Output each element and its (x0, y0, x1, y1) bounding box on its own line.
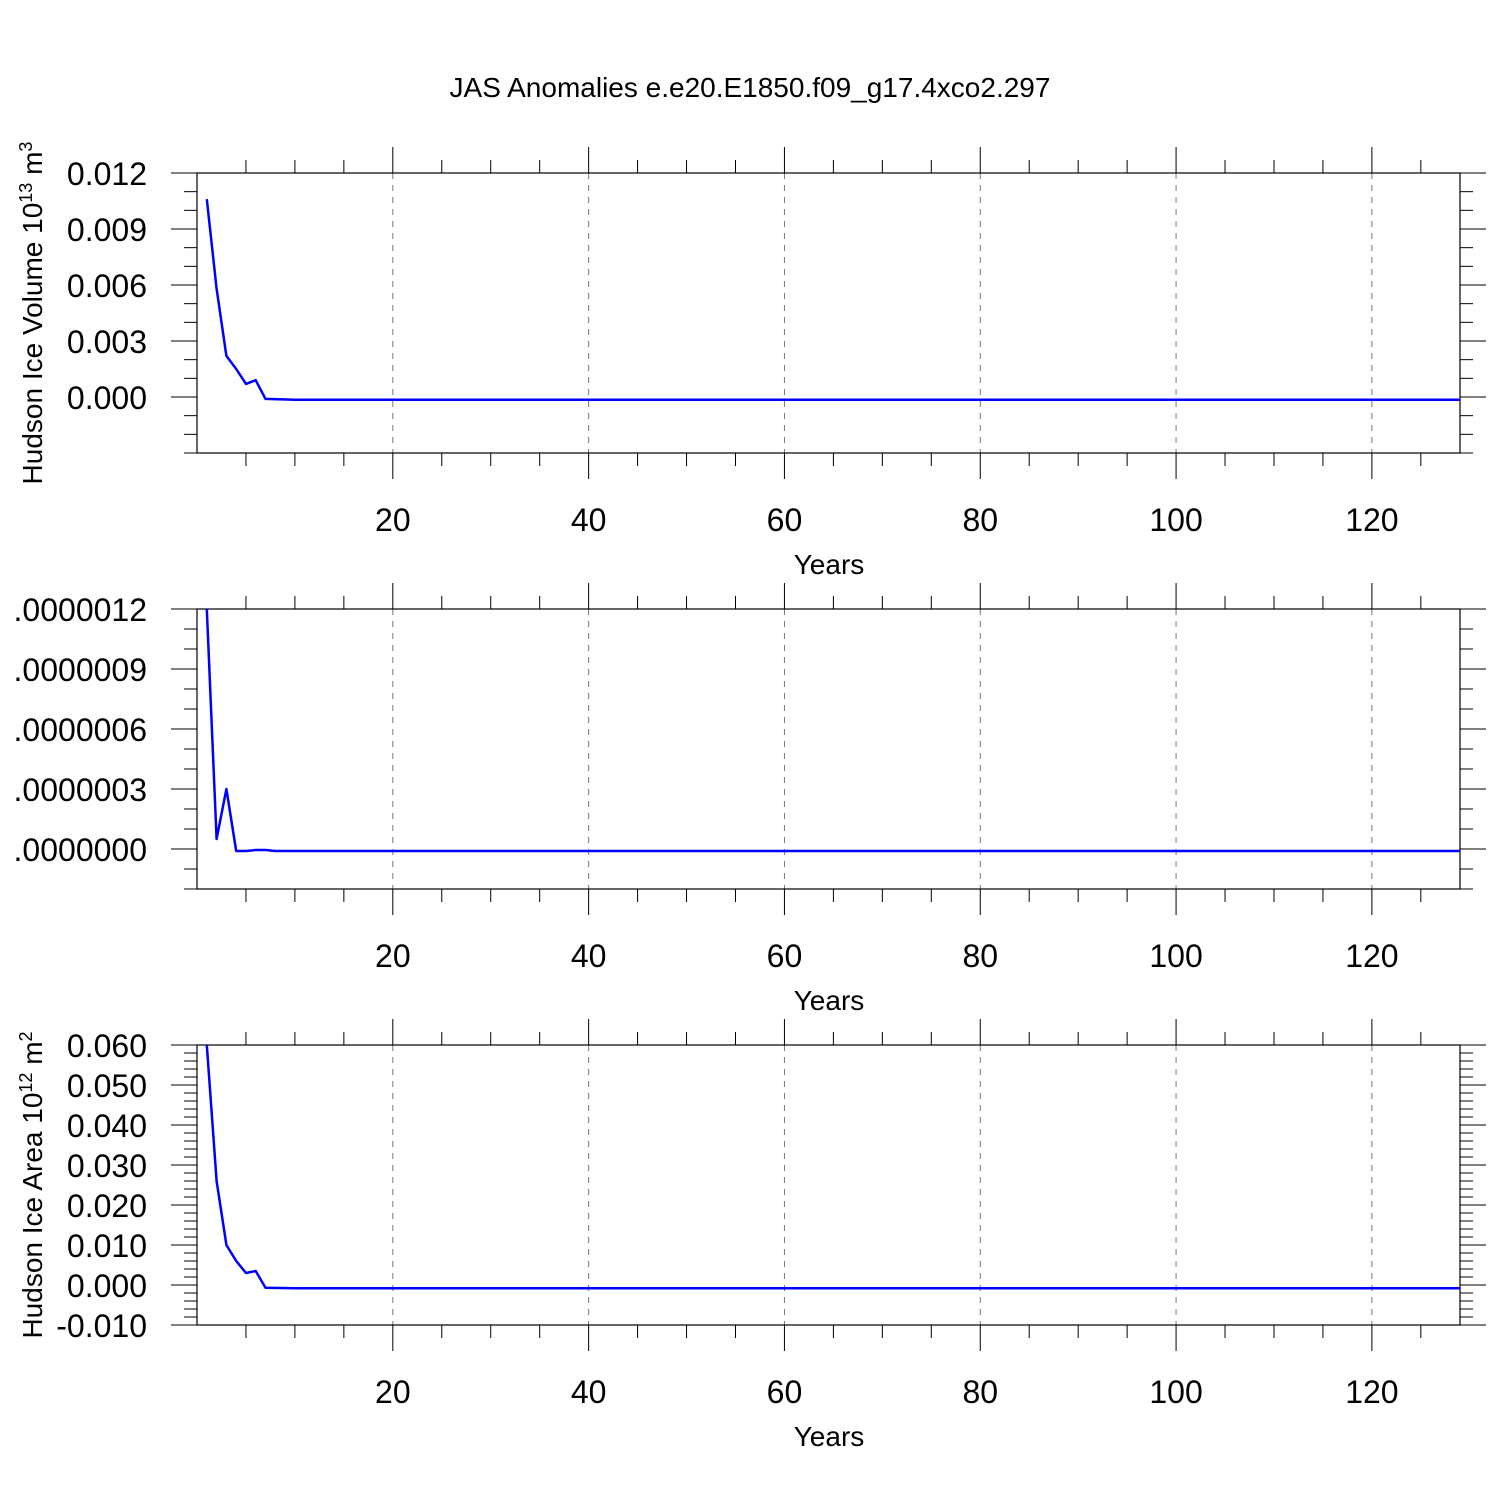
x-tick-label: 100 (1149, 1374, 1202, 1410)
x-axis-label: Years (794, 549, 865, 580)
y-label-text: Hudson Ice Area 10 (17, 1093, 48, 1339)
x-tick-label: 120 (1345, 502, 1398, 538)
series-line (205, 1044, 1460, 1290)
y-tick-label: .0000009 (14, 652, 147, 688)
y-label-text: m (17, 1041, 48, 1072)
panel-2: 20 40 60 80 100 120 Years .0000000 .0000003 .0000… (14, 583, 1486, 1016)
y-tick-label: .0000000 (14, 832, 147, 868)
x-tick-label: 120 (1345, 1374, 1398, 1410)
y-tick-label: 0.040 (67, 1108, 147, 1144)
y-tick-label: 0.000 (67, 380, 147, 416)
x-tick-label: 20 (375, 502, 411, 538)
y-label-superscript: 13 (16, 183, 36, 203)
x-tick-label: 100 (1149, 502, 1202, 538)
y-tick-label: 0.003 (67, 324, 147, 360)
y-tick-label: 0.000 (67, 1268, 147, 1304)
x-tick-label: 60 (767, 1374, 803, 1410)
y-tick-label: .0000006 (14, 712, 147, 748)
x-axis-label: Years (794, 1421, 865, 1452)
y-label-text: m (17, 152, 48, 183)
x-tick-label: 80 (962, 1374, 998, 1410)
x-tick-label: 60 (767, 502, 803, 538)
x-tick-label: 60 (767, 938, 803, 974)
y-tick-label: -0.010 (56, 1308, 147, 1344)
panel-1: 20 40 60 80 100 120 Years 0.000 0.003 0.006 0.009 0… (16, 142, 1486, 580)
y-tick-label: .0000012 (14, 592, 147, 628)
y-tick-label: 0.050 (67, 1068, 147, 1104)
x-tick-label: 40 (571, 502, 607, 538)
y-tick-label: 0.012 (67, 156, 147, 192)
x-tick-label: 100 (1149, 938, 1202, 974)
y-tick-label: 0.030 (67, 1148, 147, 1184)
x-tick-label: 20 (375, 1374, 411, 1410)
y-label-superscript: 2 (16, 1031, 36, 1041)
y-tick-label: 0.010 (67, 1228, 147, 1264)
x-tick-label: 120 (1345, 938, 1398, 974)
y-axis-label: Hudson Ice Volume 1013 m3 (16, 142, 48, 485)
y-label-superscript: 12 (16, 1073, 36, 1093)
series-line (205, 198, 1460, 402)
y-axis-label: Hudson Ice Area 1012 m2 (16, 1031, 48, 1338)
series-line (205, 608, 1460, 853)
y-label-text: Hudson Ice Volume 10 (17, 203, 48, 485)
plot-frame (196, 172, 1461, 454)
plot-frame (196, 1044, 1461, 1326)
plot-frame (196, 608, 1461, 890)
x-tick-label: 40 (571, 938, 607, 974)
y-label-superscript: 3 (16, 142, 36, 152)
y-tick-label: 0.020 (67, 1188, 147, 1224)
x-tick-label: 80 (962, 502, 998, 538)
y-tick-label: 0.006 (67, 268, 147, 304)
page-title: JAS Anomalies e.e20.E1850.f09_g17.4xco2.… (449, 72, 1051, 103)
y-tick-label: .0000003 (14, 772, 147, 808)
y-tick-label: 0.060 (67, 1028, 147, 1064)
x-axis-label: Years (794, 985, 865, 1016)
panel-3: 20 40 60 80 100 120 Years -0.010 0.000 0.010 0.020… (16, 1019, 1486, 1452)
x-tick-label: 40 (571, 1374, 607, 1410)
x-tick-label: 20 (375, 938, 411, 974)
y-tick-label: 0.009 (67, 212, 147, 248)
x-tick-label: 80 (962, 938, 998, 974)
